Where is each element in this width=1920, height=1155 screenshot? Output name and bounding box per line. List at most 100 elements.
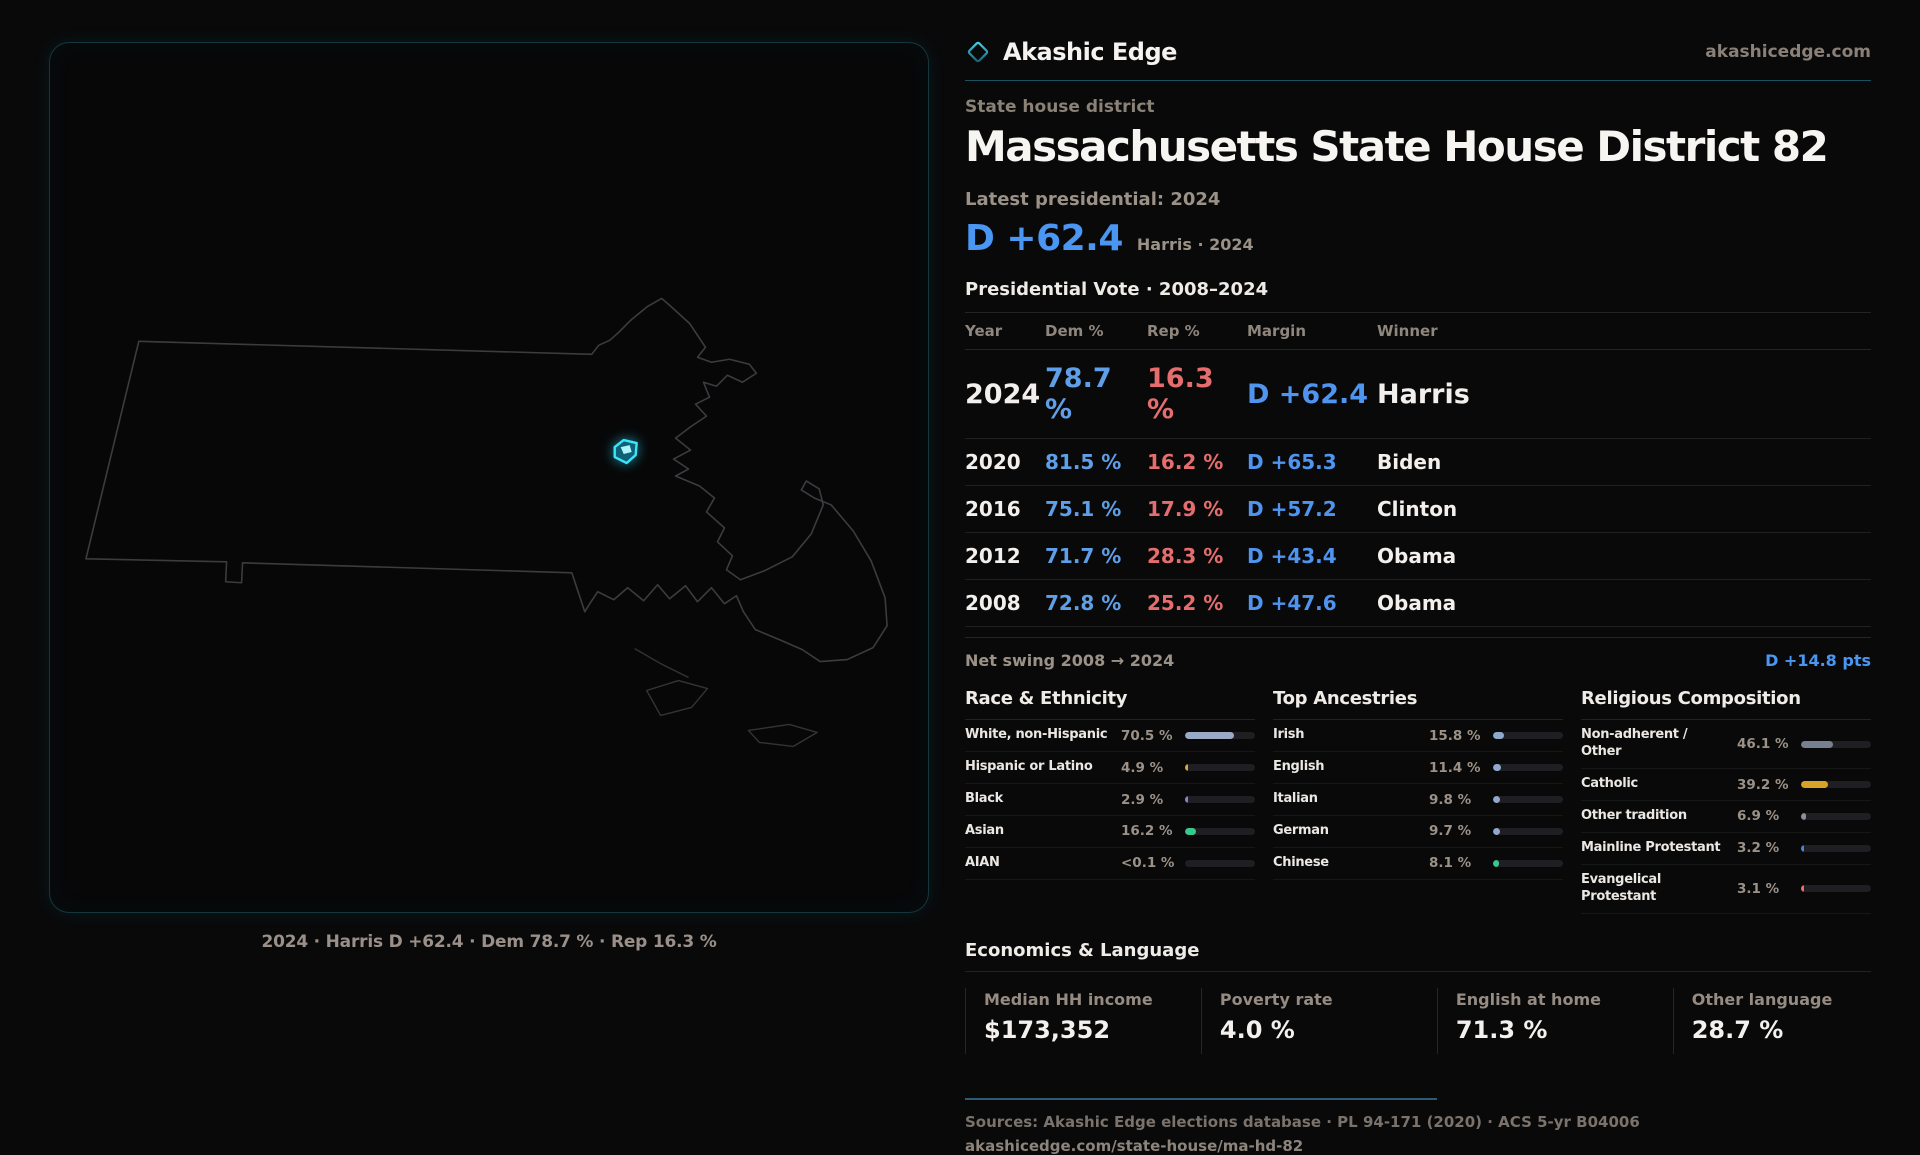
demo-bar-fill	[1185, 764, 1189, 772]
demo-label: Irish	[1273, 727, 1305, 743]
cell-rep: 25.2 %	[1147, 591, 1224, 616]
demo-row: AIAN <0.1 %	[965, 848, 1255, 880]
cell-margin: D +43.4	[1247, 544, 1337, 569]
demo-bar-track	[1493, 732, 1563, 740]
demo-bar-fill	[1493, 859, 1499, 867]
stat-cell: Poverty rate 4.0 %	[1200, 987, 1437, 1054]
vote-row-2020: 2020 81.5 % 16.2 % D +65.3 Biden	[965, 439, 1871, 487]
cell-rep: 16.3 %	[1147, 363, 1214, 426]
demo-row: Irish 15.8 %	[1273, 720, 1563, 753]
demo-bar-track	[1801, 740, 1871, 748]
stat-label: Other language	[1691, 989, 1833, 1009]
demo-label: English	[1273, 759, 1325, 775]
latest-presidential-label: Latest presidential: 2024	[965, 189, 1221, 211]
cell-rep: 16.2 %	[1147, 450, 1224, 475]
state-outline	[85, 297, 888, 663]
economics-heading: Economics & Language	[965, 940, 1871, 972]
demo-row: Non-adherent / Other 46.1 %	[1581, 720, 1871, 770]
demo-row: Asian 16.2 %	[965, 816, 1255, 848]
demo-value: 70.5 %	[1121, 727, 1173, 744]
demo-row: Catholic 39.2 %	[1581, 769, 1871, 801]
cell-rep: 28.3 %	[1147, 544, 1224, 569]
demo-row: Chinese 8.1 %	[1273, 848, 1563, 880]
demo-value: 9.7 %	[1429, 823, 1472, 840]
demo-bar-fill	[1801, 844, 1804, 852]
demo-value: 3.2 %	[1737, 840, 1780, 857]
economics-stats: Median HH income $173,352 Poverty rate 4.0 …	[965, 987, 1871, 1054]
stat-value: 71.3 %	[1455, 1015, 1548, 1044]
demo-row: Other tradition 6.9 %	[1581, 801, 1871, 833]
margin-value: D +62.4	[965, 218, 1123, 260]
cell-dem: 81.5 %	[1045, 450, 1122, 475]
demo-bar-track	[1185, 764, 1255, 772]
demo-value: 11.4 %	[1429, 759, 1481, 776]
demo-bar-track	[1493, 827, 1563, 835]
vote-table-title: Presidential Vote · 2008–2024	[965, 279, 1269, 301]
demo-label: Italian	[1273, 791, 1318, 807]
net-swing-value: D +14.8 pts	[1765, 651, 1871, 671]
demo-label: Catholic	[1581, 776, 1638, 792]
demo-label: Black	[965, 791, 1003, 807]
demo-value: 16.2 %	[1121, 823, 1173, 840]
cell-winner: Obama	[1377, 591, 1457, 616]
demo-heading: Race & Ethnicity	[965, 688, 1255, 721]
cell-year: 2008	[965, 591, 1021, 616]
stat-cell: English at home 71.3 %	[1436, 987, 1673, 1054]
stat-value: 4.0 %	[1219, 1015, 1295, 1044]
demo-bar-fill	[1801, 740, 1834, 748]
demo-column: Religious Composition Non-adherent / Othe…	[1581, 688, 1871, 914]
demo-bar-track	[1185, 859, 1255, 867]
demo-bar-fill	[1185, 732, 1235, 740]
stats-column: Akashic Edge akashicedge.com State house…	[965, 0, 1871, 1155]
demo-bar-fill	[1185, 796, 1188, 804]
vote-table-header: Year Dem % Rep % Margin Winner	[965, 312, 1871, 351]
demo-label: Mainline Protestant	[1581, 839, 1721, 855]
kicker: State house district	[965, 97, 1155, 117]
demo-value: 2.9 %	[1121, 791, 1164, 808]
demo-value: 6.9 %	[1737, 808, 1780, 825]
demo-bar-track	[1801, 844, 1871, 852]
demo-bar-track	[1185, 827, 1255, 835]
demo-label: White, non-Hispanic	[965, 727, 1108, 743]
demo-label: Chinese	[1273, 854, 1329, 870]
district-highlight	[613, 438, 638, 465]
demo-value: 4.9 %	[1121, 759, 1164, 776]
demo-bar-track	[1801, 812, 1871, 820]
demo-bar-track	[1801, 885, 1871, 893]
demo-label: Non-adherent / Other	[1581, 727, 1688, 760]
demo-column: Top Ancestries Irish 15.8 % English 11.4 % It…	[1273, 688, 1563, 913]
permalink-text: akashicedge.com/state-house/ma-hd-82	[965, 1136, 1304, 1155]
cell-margin: D +62.4	[1247, 378, 1369, 410]
demo-row: Black 2.9 %	[965, 784, 1255, 816]
demo-label: Asian	[965, 822, 1004, 838]
demo-bar-fill	[1493, 827, 1500, 835]
demographics-section: Race & Ethnicity White, non-Hispanic 70.5 …	[965, 688, 1871, 914]
cell-year: 2016	[965, 497, 1021, 522]
vote-row-2016: 2016 75.1 % 17.9 % D +57.2 Clinton	[965, 486, 1871, 534]
demo-label: AIAN	[965, 854, 1000, 870]
vote-table: Year Dem % Rep % Margin Winner 2024 78.7 % 16.…	[965, 312, 1871, 628]
demo-row: English 11.4 %	[1273, 752, 1563, 785]
sources-text: Sources: Akashic Edge elections database…	[965, 1112, 1640, 1131]
brand-header: Akashic Edge akashicedge.com	[965, 0, 1871, 66]
demo-bar-fill	[1801, 812, 1806, 820]
column-header-dem: Dem %	[1045, 322, 1104, 341]
demo-bar-fill	[1801, 781, 1829, 789]
elizabeth-islands-outline	[634, 648, 689, 679]
demo-label: Hispanic or Latino	[965, 759, 1093, 775]
demo-bar-track	[1801, 781, 1871, 789]
demo-row: Mainline Protestant 3.2 %	[1581, 833, 1871, 865]
cell-dem: 78.7 %	[1045, 363, 1112, 426]
demo-bar-fill	[1493, 764, 1501, 772]
diamond-logo-icon	[967, 41, 989, 63]
vote-row-2008: 2008 72.8 % 25.2 % D +47.6 Obama	[965, 580, 1871, 628]
column-header-year: Year	[965, 322, 1003, 341]
demo-value: <0.1 %	[1121, 855, 1175, 872]
demo-value: 15.8 %	[1429, 727, 1481, 744]
cell-dem: 72.8 %	[1045, 591, 1122, 616]
cell-dem: 71.7 %	[1045, 544, 1122, 569]
demo-row: Evangelical Protestant 3.1 %	[1581, 865, 1871, 914]
demo-bar-fill	[1185, 827, 1197, 835]
demo-bar-track	[1493, 796, 1563, 804]
map-caption: 2024 · Harris D +62.4 · Dem 78.7 % · Rep…	[261, 932, 717, 952]
